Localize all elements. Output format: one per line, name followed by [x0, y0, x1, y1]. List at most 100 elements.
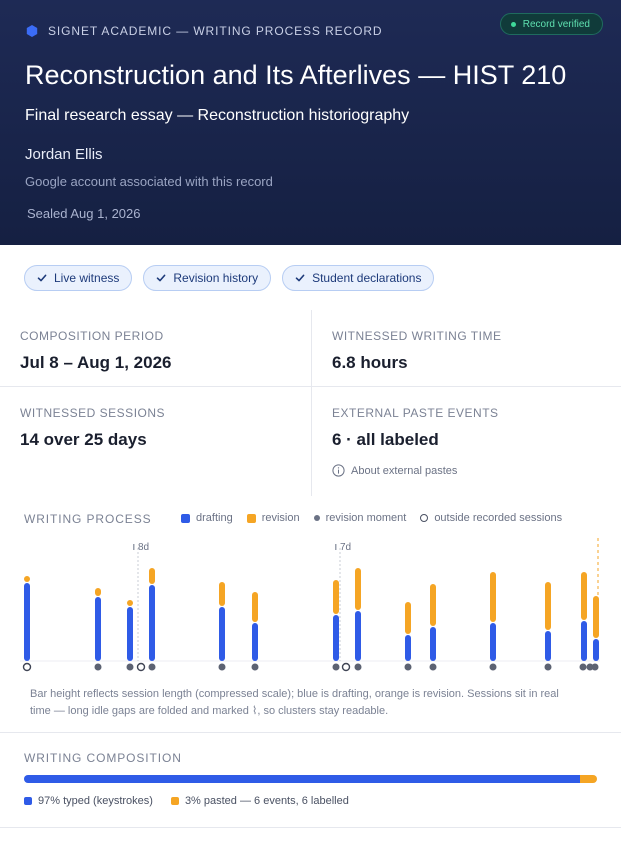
gap-label: 7d: [340, 542, 351, 553]
drafting-bar: [430, 627, 436, 661]
about-external-pastes-label: About external pastes: [351, 464, 458, 477]
brand-name: SIGNET ACADEMIC — WRITING PROCESS RECORD: [48, 24, 383, 38]
composition-legend: 97% typed (keystrokes) 3% pasted — 6 eve…: [24, 795, 349, 807]
revision-swatch: [246, 513, 256, 523]
writing-process-chart: 8d 7d: [20, 538, 600, 672]
check-icon: [37, 274, 47, 282]
chip-label: Student declarations: [312, 271, 422, 285]
legend-label: outside recorded sessions: [434, 512, 563, 524]
outside-session-marker: [136, 662, 146, 672]
legend-revision: revision: [246, 512, 300, 524]
pasted-swatch: [170, 797, 179, 805]
sealed-date: Sealed Aug 1, 2026: [27, 206, 141, 221]
revision-moment-marker: [591, 663, 599, 671]
stat-label: WITNESSED SESSIONS: [20, 406, 166, 420]
revision-bar: [490, 572, 496, 622]
check-icon: [157, 274, 166, 282]
revision-moment-marker: [579, 663, 587, 671]
chip-revision-history[interactable]: Revision history: [143, 265, 272, 291]
drafting-bar: [149, 585, 155, 661]
revision-bar: [149, 568, 155, 584]
legend-label: drafting: [196, 512, 233, 524]
typed-swatch: [24, 797, 32, 805]
verified-dot-icon: [510, 21, 516, 27]
verification-chips: Live witness Revision history Student de…: [24, 265, 435, 291]
revision-moment-marker: [429, 663, 437, 671]
composition-typed-fill: [24, 775, 580, 783]
revision-bar: [219, 582, 225, 606]
revision-moment-marker: [148, 663, 156, 671]
stat-label: EXTERNAL PASTE EVENTS: [332, 406, 499, 420]
outside-session-marker: [341, 662, 351, 672]
stat-label: COMPOSITION PERIOD: [20, 329, 164, 343]
assignment-subtitle: Final research essay — Reconstruction hi…: [25, 107, 410, 124]
typed-label: 97% typed (keystrokes): [38, 795, 153, 807]
legend-pasted: 3% pasted — 6 events, 6 labelled: [170, 795, 349, 807]
stats-grid: COMPOSITION PERIOD Jul 8 – Aug 1, 2026 W…: [0, 310, 621, 496]
revision-bar: [252, 592, 258, 622]
revision-bar: [24, 576, 30, 582]
revision-bar: [127, 600, 133, 606]
brand-row: SIGNET ACADEMIC — WRITING PROCESS RECORD: [26, 24, 382, 38]
info-icon: [332, 464, 345, 477]
writing-process-title: WRITING PROCESS: [24, 512, 152, 526]
gap-label: 8d: [138, 542, 149, 553]
stat-sessions: WITNESSED SESSIONS 14 over 25 days: [20, 406, 330, 483]
legend-revision-moment: revision moment: [313, 512, 406, 524]
pasted-label: 3% pasted — 6 events, 6 labelled: [184, 795, 349, 807]
stat-paste-events: EXTERNAL PASTE EVENTS 6 · all labeled Ab…: [332, 406, 621, 496]
drafting-bar: [593, 639, 599, 661]
revision-moment-marker: [404, 663, 412, 671]
revision-bar: [593, 596, 599, 638]
revision-moment-marker: [489, 663, 497, 671]
revision-moment-marker: [332, 663, 340, 671]
drafting-swatch: [181, 513, 190, 523]
drafting-bar: [333, 615, 339, 661]
chip-label: Live witness: [54, 271, 120, 285]
revision-bar: [405, 602, 411, 634]
chart-legend: drafting revision revision moment outsid…: [181, 512, 562, 524]
composition-bar: [24, 775, 597, 783]
revision-moment-marker: [126, 663, 134, 671]
student-name: Jordan Ellis: [25, 146, 103, 163]
page-title: Reconstruction and Its Afterlives — HIST…: [25, 60, 567, 90]
stat-value: 6.8 hours: [332, 353, 408, 372]
account-note: Google account associated with this reco…: [25, 174, 273, 189]
section-divider: [0, 732, 621, 733]
chip-label: Revision history: [173, 271, 259, 285]
revision-moment-marker: [354, 663, 362, 671]
revision-bar: [545, 582, 551, 630]
legend-label: revision: [261, 512, 300, 524]
drafting-bar: [95, 597, 101, 661]
drafting-bar: [545, 631, 551, 661]
about-external-pastes-link[interactable]: About external pastes: [332, 464, 621, 477]
revision-moment-marker: [544, 663, 552, 671]
drafting-bar: [581, 621, 587, 661]
drafting-bar: [24, 583, 30, 661]
revision-bar: [581, 572, 587, 620]
record-header: SIGNET ACADEMIC — WRITING PROCESS RECORD…: [0, 0, 621, 245]
stat-writing-time: WITNESSED WRITING TIME 6.8 hours: [332, 329, 621, 406]
writing-composition-title: WRITING COMPOSITION: [24, 751, 182, 765]
legend-typed: 97% typed (keystrokes): [24, 795, 153, 807]
revision-moment-marker: [251, 663, 259, 671]
hexagon-logo-icon: [26, 25, 38, 37]
revision-bar: [95, 588, 101, 596]
record-verified-badge[interactable]: Record verified: [499, 13, 603, 35]
chart-caption: Bar height reflects session length (comp…: [30, 688, 559, 717]
drafting-bar: [127, 607, 133, 661]
composition-pasted-fill: [579, 775, 597, 783]
revision-bar: [355, 568, 361, 610]
legend-outside: outside recorded sessions: [420, 512, 562, 524]
revision-moment-dot-icon: [313, 515, 320, 521]
chip-student-declarations[interactable]: Student declarations: [282, 265, 435, 291]
stat-composition-period: COMPOSITION PERIOD Jul 8 – Aug 1, 2026: [20, 329, 330, 406]
gap-fold-icon: [133, 544, 135, 550]
revision-bar: [430, 584, 436, 626]
outside-session-ring-icon: [420, 514, 429, 522]
outside-session-marker: [22, 662, 32, 672]
chip-live-witness[interactable]: Live witness: [24, 265, 133, 291]
stat-value: Jul 8 – Aug 1, 2026: [20, 353, 172, 372]
revision-moment-marker: [586, 663, 594, 671]
check-icon: [295, 274, 305, 282]
